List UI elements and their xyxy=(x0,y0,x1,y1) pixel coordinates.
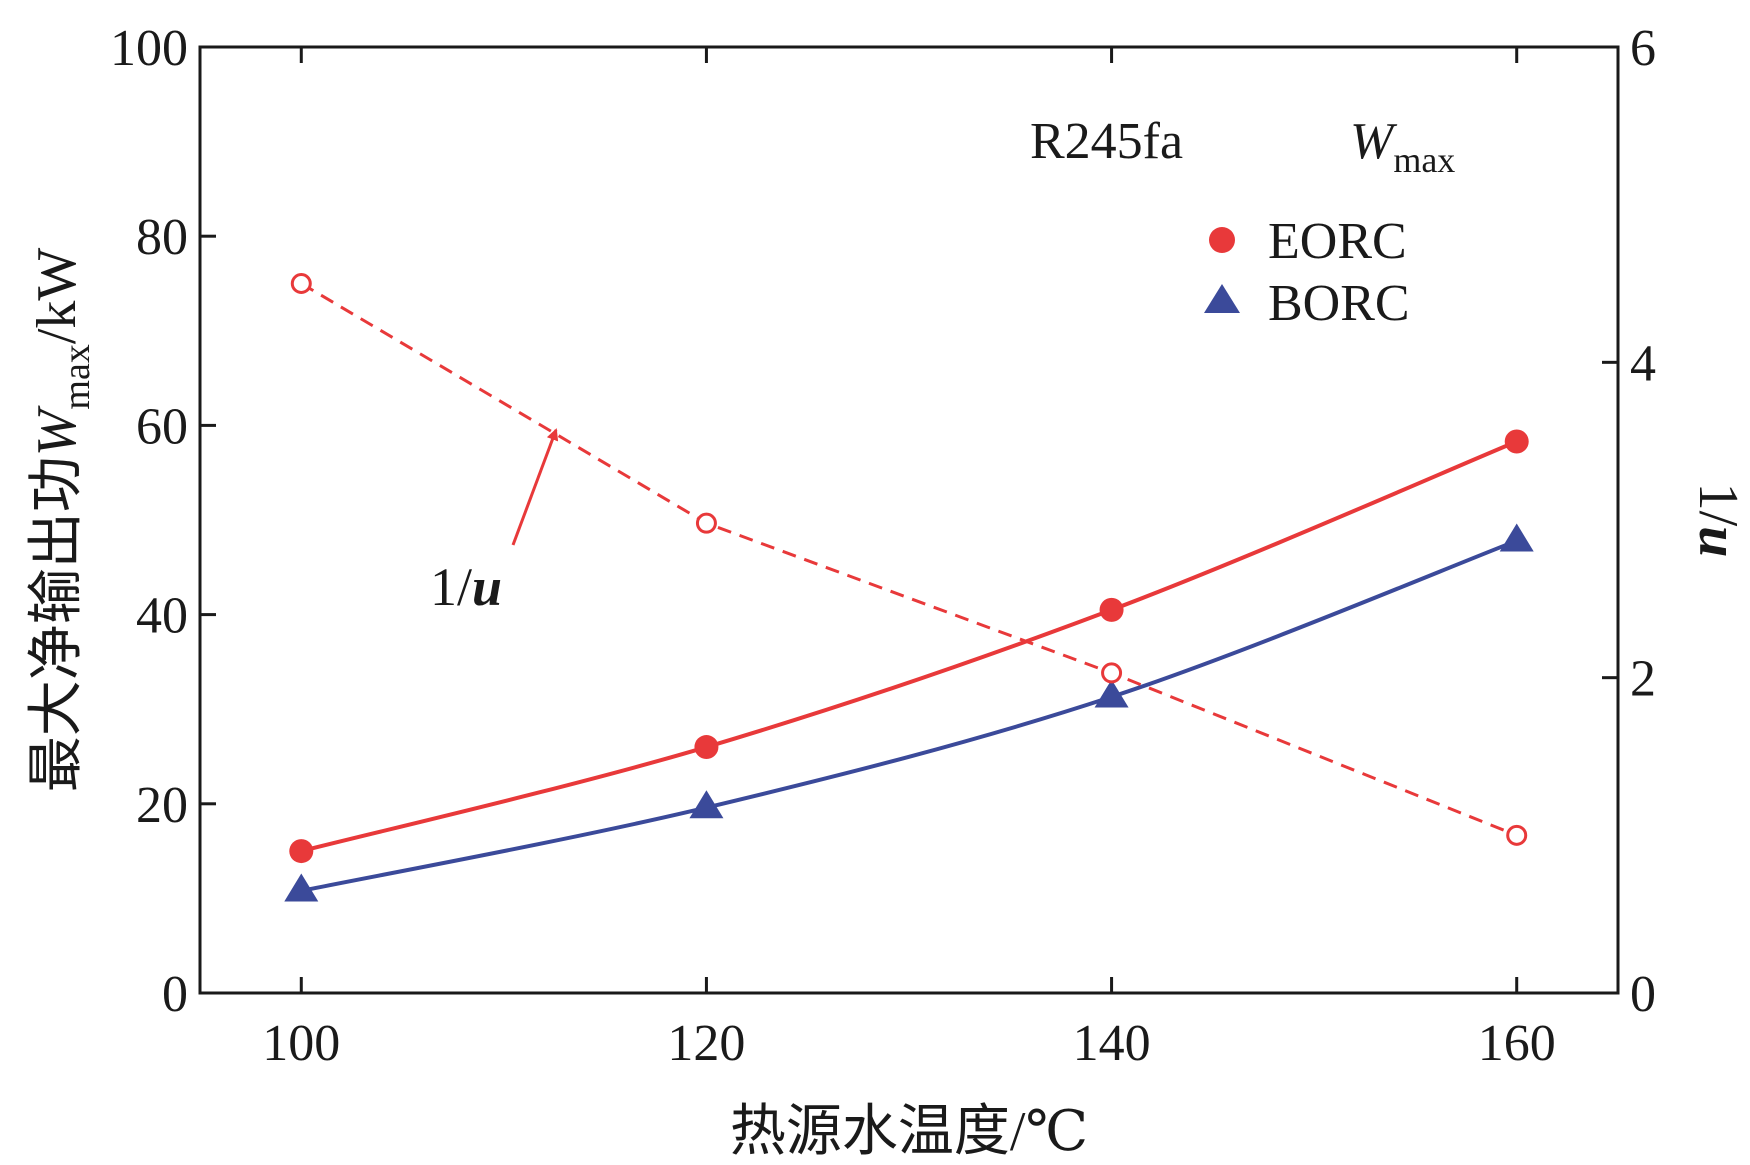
annotation-arrow xyxy=(511,428,559,546)
y-tick-label: 100 xyxy=(110,20,188,77)
data-point-1-u xyxy=(290,273,312,294)
x-tick-label: 100 xyxy=(262,1015,340,1072)
data-point-borc xyxy=(284,873,319,902)
data-point-eorc xyxy=(1099,597,1124,622)
legend-label-borc: BORC xyxy=(1268,275,1410,332)
data-point-1-u xyxy=(1506,824,1528,846)
axis-ticks: 100 120 140 160 0 20 40 60 80 100 0 2 4 6 xyxy=(110,20,1656,1072)
data-point-eorc xyxy=(694,735,719,760)
series-line-borc xyxy=(300,538,1518,893)
y2-tick-label: 0 xyxy=(1630,966,1656,1023)
legend-marker-eorc xyxy=(1209,227,1235,253)
x-tick-label: 120 xyxy=(667,1015,745,1072)
y2-tick-label: 4 xyxy=(1630,335,1656,392)
y2-axis-title: 1/u xyxy=(1687,483,1749,558)
y-tick-label: 40 xyxy=(136,588,188,645)
series-line-eorc xyxy=(300,439,1518,854)
y-tick-label: 0 xyxy=(162,966,188,1023)
legend: EORC BORC xyxy=(1204,213,1410,332)
y2-tick-label: 2 xyxy=(1630,651,1656,708)
y-tick-label: 80 xyxy=(136,209,188,266)
series-layer xyxy=(284,273,1534,902)
x-tick-label: 160 xyxy=(1478,1015,1556,1072)
y2-tick-label: 6 xyxy=(1630,20,1656,77)
annotation-label: 1/u xyxy=(430,557,502,617)
data-point-borc xyxy=(1094,679,1129,708)
data-point-borc xyxy=(689,790,724,819)
x-tick-label: 140 xyxy=(1073,1015,1151,1072)
y-tick-label: 60 xyxy=(136,398,188,455)
data-point-1-u xyxy=(695,512,717,534)
y-axis-title: 最大净输出功Wmax/kW xyxy=(26,248,98,793)
data-point-borc xyxy=(1499,523,1534,552)
series-line-1-u xyxy=(300,282,1518,837)
y-tick-label: 20 xyxy=(136,777,188,834)
legend-marker-borc xyxy=(1204,284,1240,313)
data-point-eorc xyxy=(289,839,314,864)
x-axis-title: 热源水温度/℃ xyxy=(730,1101,1088,1163)
fluid-label: R245fa xyxy=(1030,113,1183,170)
data-point-eorc xyxy=(1504,429,1529,454)
header-var-label: Wmax xyxy=(1350,113,1455,180)
legend-label-eorc: EORC xyxy=(1268,213,1407,270)
data-point-1-u xyxy=(1101,662,1123,684)
plot-frame xyxy=(198,45,1620,995)
